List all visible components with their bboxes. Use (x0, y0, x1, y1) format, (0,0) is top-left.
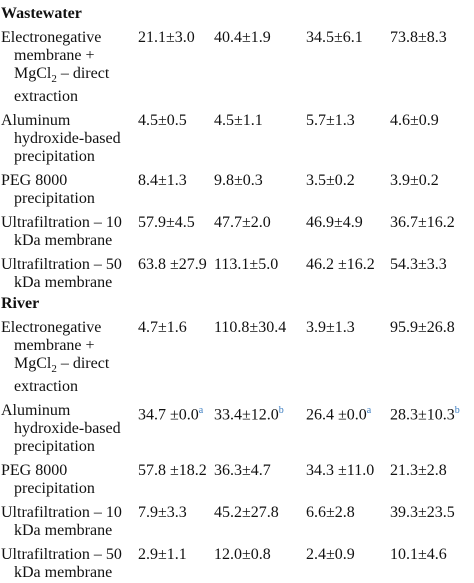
section-title: River (1, 295, 40, 313)
value-cell: 3.5±0.2 (306, 172, 355, 190)
value-cell: 12.0±0.8 (214, 546, 271, 564)
table-row: PEG 8000 precipitation 8.4±1.3 9.8±0.3 3.5±… (0, 167, 474, 209)
value-cell: 2.9±1.1 (138, 546, 187, 564)
value-text: 26.4 ±0.0 (306, 406, 367, 424)
value-cell: 39.3±23.5 (390, 504, 455, 522)
method-cell: Ultrafiltration – 50 kDa membrane (0, 541, 138, 583)
table-row: Ultrafiltration – 50 kDa membrane 63.8 ±2… (0, 251, 474, 293)
table-row: Ultrafiltration – 50 kDa membrane 2.9±1.1… (0, 541, 474, 583)
table-row: Electronegative membrane + MgCl2 – direc… (0, 314, 474, 397)
value-cell: 95.9±26.8 (390, 319, 455, 337)
footnote-mark: a (198, 405, 204, 417)
value-cell: 3.9±0.2 (390, 172, 439, 190)
value-cell: 33.4±12.0b (214, 397, 306, 457)
method-text: Aluminum hydroxide-based precipitation (1, 112, 121, 166)
footnote-mark: a (366, 405, 372, 417)
table-body: Wastewater Electronegative membrane + MgC… (0, 3, 474, 583)
method-cell: Electronegative membrane + MgCl2 – direc… (0, 314, 138, 397)
value-cell: 113.1±5.0 (214, 256, 279, 274)
method-cell: Ultrafiltration – 50 kDa membrane (0, 251, 138, 293)
value-cell: 46.9±4.9 (306, 214, 363, 232)
footnote-mark: b (454, 405, 460, 417)
value-cell: 54.3±3.3 (390, 256, 447, 274)
page: Wastewater Electronegative membrane + MgC… (0, 3, 474, 581)
value-text: 28.3±10.3 (390, 406, 455, 424)
value-cell: 34.5±6.1 (306, 29, 363, 46)
value-cell: 4.5±1.1 (214, 112, 263, 130)
method-text: PEG 8000 precipitation (1, 462, 95, 498)
subscript: 2 (51, 363, 57, 376)
method-cell: Aluminum hydroxide-based precipitation (0, 107, 138, 167)
method-cell: Aluminum hydroxide-based precipitation (0, 397, 138, 457)
value-cell: 4.6±0.9 (390, 112, 439, 130)
value-cell: 7.9±3.3 (138, 504, 187, 522)
data-table: Wastewater Electronegative membrane + MgC… (0, 3, 474, 583)
table-row: Electronegative membrane + MgCl2 – direc… (0, 24, 474, 107)
section-row: Wastewater (0, 3, 474, 24)
method-text: – direct extraction (14, 355, 110, 396)
section-row: River (0, 293, 474, 314)
value-cell: 73.8±8.3 (390, 29, 447, 46)
value-cell: 4.5±0.5 (138, 112, 187, 130)
method-text: Electronegative membrane + MgCl (1, 319, 102, 373)
value-cell: 36.3±4.7 (214, 462, 271, 480)
table-row: Aluminum hydroxide-based precipitation 34… (0, 397, 474, 457)
value-cell: 40.4±1.9 (214, 29, 271, 46)
value-cell: 34.7 ±0.0a (138, 397, 214, 457)
value-cell: 10.1±4.6 (390, 546, 447, 564)
value-cell: 57.8 ±18.2 (138, 462, 207, 480)
value-cell: 21.3±2.8 (390, 462, 447, 480)
method-text: Ultrafiltration – 10 kDa membrane (1, 504, 122, 540)
method-text: Ultrafiltration – 10 kDa membrane (1, 214, 122, 250)
table-row: Ultrafiltration – 10 kDa membrane 7.9±3.3… (0, 499, 474, 541)
value-cell: 3.9±1.3 (306, 319, 355, 337)
value-cell: 36.7±16.2 (390, 214, 455, 232)
footnote-mark: b (278, 405, 284, 417)
method-text: – direct extraction (14, 65, 110, 106)
value-cell: 57.9±4.5 (138, 214, 195, 232)
value-cell: 28.3±10.3b (390, 397, 474, 457)
value-cell: 26.4 ±0.0a (306, 397, 390, 457)
method-cell: PEG 8000 precipitation (0, 167, 138, 209)
value-text: 33.4±12.0 (214, 406, 279, 424)
method-text: Aluminum hydroxide-based precipitation (1, 402, 121, 456)
value-cell: 63.8 ±27.9 (138, 256, 207, 274)
value-cell: 46.2 ±16.2 (306, 256, 375, 274)
value-cell: 5.7±1.3 (306, 112, 355, 130)
value-cell: 8.4±1.3 (138, 172, 187, 190)
value-cell: 34.3 ±11.0 (306, 462, 375, 480)
section-title: Wastewater (1, 5, 82, 22)
method-text: Electronegative membrane + MgCl (1, 29, 102, 82)
value-cell: 47.7±2.0 (214, 214, 271, 232)
value-cell: 45.2±27.8 (214, 504, 279, 522)
value-cell: 6.6±2.8 (306, 504, 355, 522)
method-cell: Ultrafiltration – 10 kDa membrane (0, 209, 138, 251)
value-cell: 21.1±3.0 (138, 29, 195, 46)
method-text: PEG 8000 precipitation (1, 172, 95, 208)
method-cell: PEG 8000 precipitation (0, 457, 138, 499)
value-cell: 4.7±1.6 (138, 319, 187, 337)
table-row: PEG 8000 precipitation 57.8 ±18.2 36.3±4.7… (0, 457, 474, 499)
value-cell: 9.8±0.3 (214, 172, 263, 190)
method-text: Ultrafiltration – 50 kDa membrane (1, 546, 122, 582)
method-cell: Electronegative membrane + MgCl2 – direc… (0, 24, 138, 107)
method-text: Ultrafiltration – 50 kDa membrane (1, 256, 122, 292)
value-cell: 2.4±0.9 (306, 546, 355, 564)
table-row: Aluminum hydroxide-based precipitation 4.… (0, 107, 474, 167)
method-cell: Ultrafiltration – 10 kDa membrane (0, 499, 138, 541)
subscript: 2 (51, 73, 57, 86)
table-row: Ultrafiltration – 10 kDa membrane 57.9±4.… (0, 209, 474, 251)
value-cell: 110.8±30.4 (214, 319, 287, 337)
value-text: 34.7 ±0.0 (138, 406, 199, 424)
